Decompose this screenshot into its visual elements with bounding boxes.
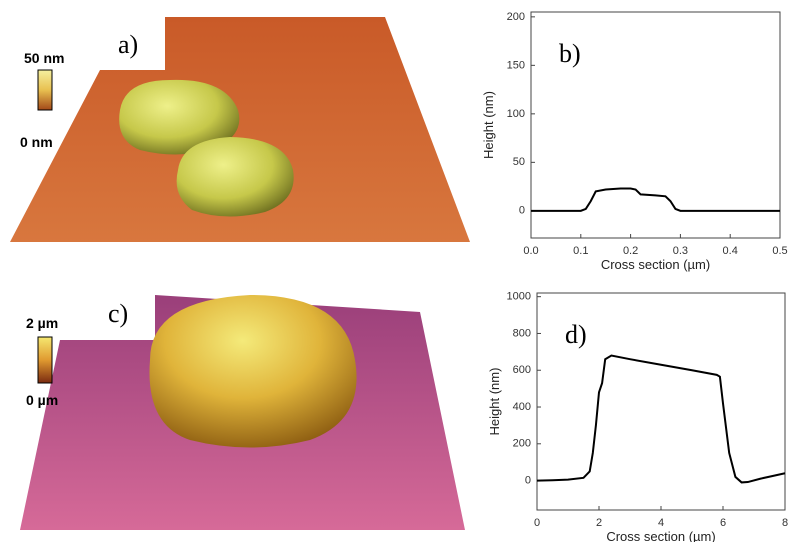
panel-label: a)	[118, 30, 138, 59]
y-tick-label: 800	[513, 327, 531, 339]
afm-image-a: a) 50 nm 0 nm	[10, 17, 470, 242]
x-tick-label: 0.0	[523, 245, 538, 257]
y-tick-label: 0	[519, 205, 525, 217]
scale-bottom: 0 nm	[20, 134, 53, 150]
afm-image-c: c) 2 µm 0 µm	[20, 295, 465, 530]
scale-bottom: 0 µm	[26, 392, 58, 408]
x-axis-label: Cross section (µm)	[601, 257, 710, 272]
y-tick-label: 50	[513, 156, 525, 168]
y-tick-label: 150	[507, 59, 525, 71]
x-tick-label: 0.4	[723, 245, 738, 257]
line	[531, 187, 780, 212]
y-tick-label: 400	[513, 401, 531, 413]
x-tick-label: 8	[782, 517, 788, 529]
x-tick-label: 0.2	[623, 245, 638, 257]
y-tick-label: 600	[513, 364, 531, 376]
panel-label: b)	[559, 39, 581, 68]
grain	[149, 295, 357, 448]
x-tick-label: 4	[658, 517, 664, 529]
y-tick-label: 100	[507, 108, 525, 120]
x-tick-label: 2	[596, 517, 602, 529]
panel-label: d)	[565, 320, 587, 349]
scale-top: 2 µm	[26, 315, 58, 331]
panel-label: c)	[108, 299, 128, 328]
grain	[119, 79, 240, 155]
x-axis-label: Cross section (µm)	[606, 529, 715, 542]
x-tick-label: 0.3	[673, 245, 688, 257]
x-tick-label: 0.5	[772, 245, 787, 257]
scale-top: 50 nm	[24, 50, 64, 66]
line	[536, 354, 786, 484]
plot-frame	[530, 11, 781, 239]
y-tick-label: 200	[507, 11, 525, 23]
grain	[176, 137, 294, 217]
x-tick-label: 0	[534, 517, 540, 529]
y-tick-label: 1000	[507, 291, 531, 303]
y-tick-label: 200	[513, 438, 531, 450]
x-tick-label: 6	[720, 517, 726, 529]
y-axis-label: Height (nm)	[481, 91, 496, 159]
x-tick-label: 0.1	[573, 245, 588, 257]
substrate	[10, 17, 470, 242]
y-axis-label: Height (nm)	[487, 368, 502, 436]
y-tick-label: 0	[525, 474, 531, 486]
color-bar	[37, 69, 53, 111]
color-bar	[37, 336, 53, 384]
